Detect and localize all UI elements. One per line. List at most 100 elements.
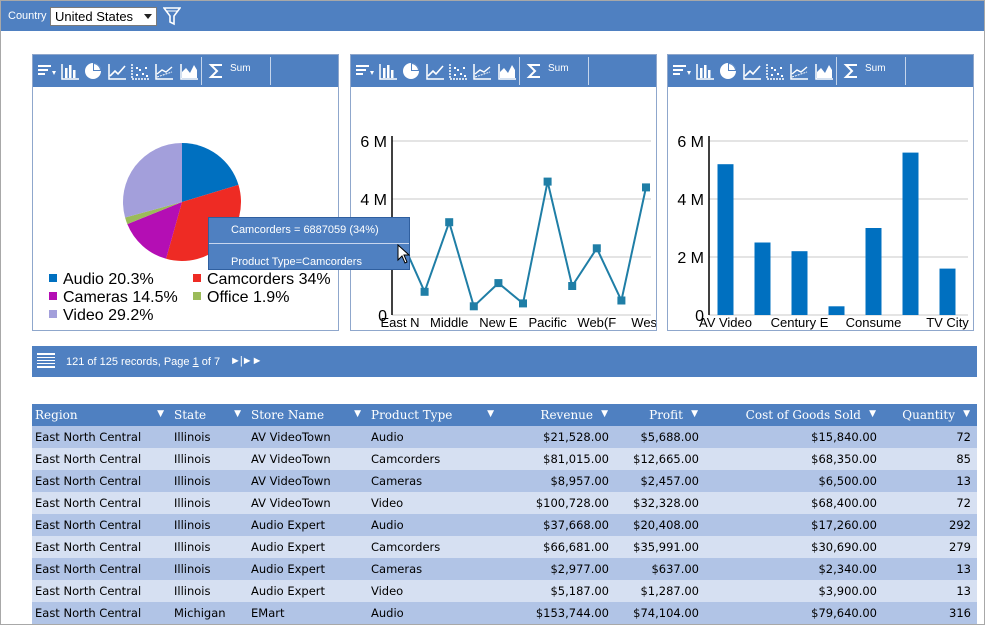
- bar[interactable]: [902, 152, 919, 315]
- filter-icon[interactable]: [163, 6, 181, 26]
- table-row[interactable]: East North Central Illinois Audio Expert Au…: [32, 514, 977, 536]
- sort-icon[interactable]: [37, 62, 57, 80]
- trend-chart-icon[interactable]: [789, 62, 809, 80]
- bar[interactable]: [939, 268, 956, 315]
- pie-chart-icon[interactable]: [718, 62, 738, 80]
- sort-icon[interactable]: ▼: [601, 409, 608, 419]
- pie-chart-icon[interactable]: [401, 62, 421, 80]
- data-point[interactable]: [420, 287, 429, 296]
- table-cell: East North Central: [32, 558, 171, 580]
- data-point[interactable]: [617, 296, 626, 305]
- sum-icon[interactable]: [525, 62, 545, 80]
- data-point[interactable]: [592, 244, 601, 253]
- line-chart-icon[interactable]: [107, 62, 127, 80]
- bar[interactable]: [717, 164, 734, 315]
- table-cell: Cameras: [368, 470, 501, 492]
- bar-chart-icon[interactable]: [60, 62, 80, 80]
- sort-icon[interactable]: ▼: [869, 409, 876, 419]
- sort-icon[interactable]: ▼: [691, 409, 698, 419]
- area-chart-icon[interactable]: [814, 62, 834, 80]
- scatter-chart-icon[interactable]: [448, 62, 468, 80]
- table-cell: Video: [368, 492, 501, 514]
- sum-icon[interactable]: [207, 62, 227, 80]
- sort-icon[interactable]: [355, 62, 375, 80]
- country-value: United States: [55, 9, 134, 24]
- data-point[interactable]: [543, 177, 552, 186]
- data-point[interactable]: [568, 282, 577, 290]
- table-row[interactable]: East North Central Michigan EMart Audio $153…: [32, 602, 977, 624]
- country-dropdown[interactable]: United States: [50, 7, 157, 26]
- line-chart-icon[interactable]: [425, 62, 445, 80]
- column-header[interactable]: State ▼: [171, 404, 248, 426]
- table-cell: Audio Expert: [248, 514, 368, 536]
- table-cell: Cameras: [368, 558, 501, 580]
- chevron-down-icon[interactable]: [144, 14, 152, 19]
- table-row[interactable]: East North Central Illinois Audio Expert Ca…: [32, 558, 977, 580]
- column-header[interactable]: Cost of Goods Sold ▼: [705, 404, 883, 426]
- sort-icon[interactable]: ▼: [234, 409, 241, 419]
- table-cell: Audio Expert: [248, 580, 368, 602]
- column-header[interactable]: Store Name ▼: [248, 404, 368, 426]
- x-tick-label: New E: [479, 315, 518, 330]
- column-header[interactable]: Product Type ▼: [368, 404, 501, 426]
- sum-icon[interactable]: [842, 62, 862, 80]
- data-point[interactable]: [469, 302, 478, 311]
- sum-label: Sum: [230, 63, 251, 74]
- pie-slice[interactable]: [125, 202, 182, 225]
- bar-chart-icon[interactable]: [695, 62, 715, 80]
- data-table: Region ▼ State ▼ Store Name ▼ Product Type ▼ Rev…: [32, 404, 977, 624]
- column-header-label: Profit: [649, 408, 683, 422]
- table-cell: 13: [883, 558, 977, 580]
- column-header[interactable]: Region ▼: [32, 404, 171, 426]
- table-cell: $5,187.00: [501, 580, 615, 602]
- grid-menu-icon[interactable]: [36, 351, 56, 371]
- table-row[interactable]: East North Central Illinois Audio Expert Ca…: [32, 536, 977, 558]
- data-point[interactable]: [642, 183, 650, 192]
- sort-icon[interactable]: [672, 62, 692, 80]
- bar[interactable]: [865, 228, 882, 315]
- column-header-label: Cost of Goods Sold: [745, 408, 861, 422]
- sort-icon[interactable]: ▼: [963, 409, 970, 419]
- table-row[interactable]: East North Central Illinois AV VideoTown Ca…: [32, 448, 977, 470]
- table-row[interactable]: East North Central Illinois Audio Expert Vi…: [32, 580, 977, 602]
- bar[interactable]: [828, 306, 845, 315]
- table-row[interactable]: East North Central Illinois AV VideoTown Vi…: [32, 492, 977, 514]
- sort-icon[interactable]: ▼: [157, 409, 164, 419]
- area-chart-icon[interactable]: [497, 62, 517, 80]
- bar[interactable]: [791, 251, 808, 315]
- bar-chart-icon[interactable]: [378, 62, 398, 80]
- sort-icon[interactable]: ▼: [354, 409, 361, 419]
- table-row[interactable]: East North Central Illinois AV VideoTown Ca…: [32, 470, 977, 492]
- data-point[interactable]: [445, 218, 454, 227]
- column-header[interactable]: Quantity ▼: [883, 404, 977, 426]
- next-page-icon[interactable]: ►: [230, 355, 241, 367]
- pie-chart: [123, 143, 242, 262]
- column-header[interactable]: Revenue ▼: [501, 404, 615, 426]
- sort-icon[interactable]: ▼: [487, 409, 494, 419]
- scatter-chart-icon[interactable]: [130, 62, 150, 80]
- table-row[interactable]: East North Central Illinois AV VideoTown Au…: [32, 426, 977, 448]
- data-point[interactable]: [494, 279, 503, 288]
- pie-slice[interactable]: [182, 143, 239, 202]
- scatter-chart-icon[interactable]: [765, 62, 785, 80]
- data-point[interactable]: [519, 299, 527, 308]
- pie-chart-icon[interactable]: [83, 62, 103, 80]
- page-number[interactable]: 1: [192, 356, 199, 368]
- table-cell: Michigan: [171, 602, 248, 624]
- pie-slice[interactable]: [123, 143, 182, 218]
- bar[interactable]: [754, 242, 771, 316]
- toolbar-separator: [905, 57, 906, 85]
- area-chart-icon[interactable]: [179, 62, 199, 80]
- trend-chart-icon[interactable]: [472, 62, 492, 80]
- table-cell: 85: [883, 448, 977, 470]
- table-cell: Illinois: [171, 470, 248, 492]
- trend-chart-icon[interactable]: [154, 62, 174, 80]
- last-page-icon[interactable]: ►►: [241, 355, 263, 367]
- pie-slice[interactable]: [127, 202, 182, 259]
- line-chart-icon[interactable]: [742, 62, 762, 80]
- legend-item: Office 1.9%: [193, 289, 289, 307]
- column-header[interactable]: Profit ▼: [615, 404, 705, 426]
- table-cell: Illinois: [171, 426, 248, 448]
- column-header-label: State: [174, 408, 207, 422]
